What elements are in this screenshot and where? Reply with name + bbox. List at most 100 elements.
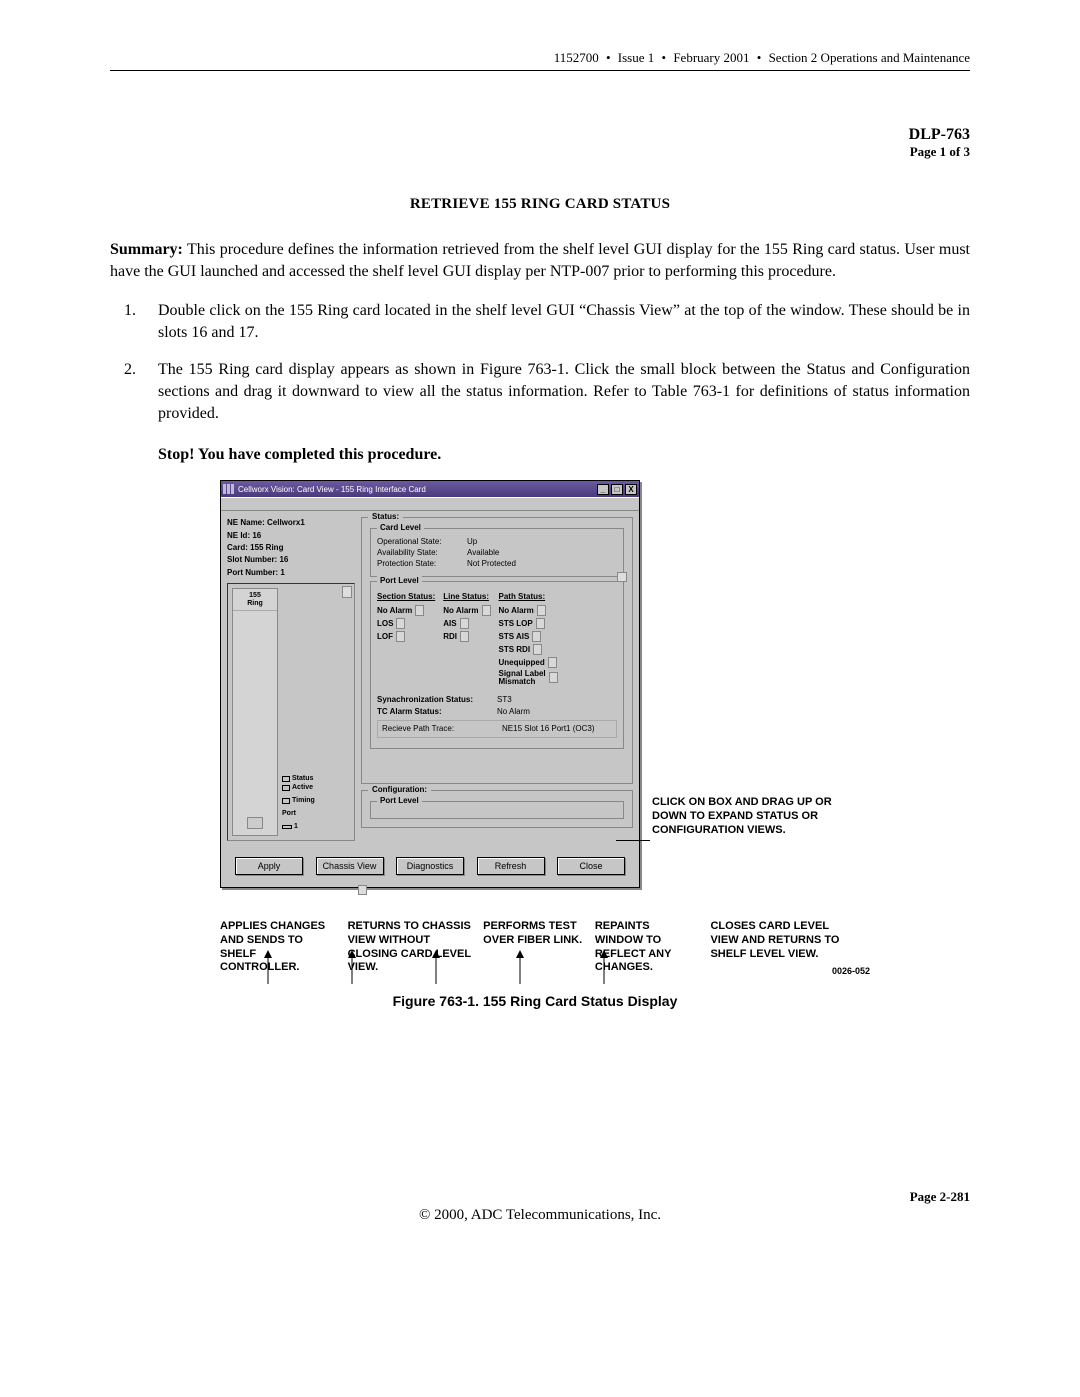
figure-id: 0026-052	[832, 966, 870, 977]
close-window-button[interactable]: X	[625, 484, 637, 495]
summary-label: Summary:	[110, 241, 183, 258]
page-title: RETRIEVE 155 RING CARD STATUS	[110, 196, 970, 213]
app-window: Cellworx Vision: Card View - 155 Ring In…	[220, 480, 640, 888]
footer-copyright: © 2000, ADC Telecommunications, Inc.	[110, 1207, 970, 1224]
window-title: Cellworx Vision: Card View - 155 Ring In…	[238, 485, 597, 494]
line-noalarm: No Alarm	[443, 606, 478, 615]
indicator-icon	[415, 605, 424, 616]
menubar[interactable]	[221, 497, 639, 511]
line-status-col: Line Status: No Alarm AIS RDI	[443, 592, 490, 687]
step-2-text: The 155 Ring card display appears as sho…	[158, 361, 970, 421]
section-status-col: Section Status: No Alarm LOS LOF	[377, 592, 435, 687]
avail-value: Available	[467, 548, 499, 559]
config-port-level: Port Level	[370, 801, 624, 819]
port-level-group: Port Level Section Status: No Alarm LOS …	[370, 581, 624, 749]
legend-port-val: 1	[294, 823, 298, 830]
sync-value: ST3	[497, 694, 512, 706]
path-status-hdr: Path Status:	[499, 592, 558, 601]
status-group: Status: Card Level Operational State:Up …	[361, 517, 633, 783]
page-of: Page 1 of 3	[110, 144, 970, 160]
procedure-steps: 1.Double click on the 155 Ring card loca…	[110, 300, 970, 424]
drag-handle-icon[interactable]	[358, 885, 367, 895]
tc-value: No Alarm	[497, 706, 530, 718]
indicator-icon	[460, 618, 469, 629]
rpt-value: NE15 Slot 16 Port1 (OC3)	[502, 723, 594, 735]
scroll-handle-icon[interactable]	[342, 586, 352, 598]
legend-timing: Timing	[292, 797, 315, 804]
path-stsrdi: STS RDI	[499, 645, 531, 654]
chassis-card-panel[interactable]: 155Ring Status Active Timing Port 1	[227, 583, 355, 841]
indicator-icon	[548, 657, 557, 668]
sync-label: Synachronization Status:	[377, 694, 497, 706]
header-date: February 2001	[673, 50, 749, 65]
indicator-icon	[396, 618, 405, 629]
indicator-icon	[549, 672, 558, 683]
path-siglabel: Signal LabelMismatch	[499, 670, 546, 687]
status-group-label: Status:	[368, 512, 403, 521]
indicator-icon	[460, 631, 469, 642]
card-level-group: Card Level Operational State:Up Availabi…	[370, 528, 624, 576]
card-slot-155-ring[interactable]: 155Ring	[232, 588, 278, 836]
legend-status: Status	[292, 775, 313, 782]
section-los: LOS	[377, 619, 393, 628]
header-section: Section 2 Operations and Maintenance	[769, 50, 970, 65]
maximize-button[interactable]: □	[611, 484, 623, 495]
card-legend: Status Active Timing Port 1	[282, 588, 315, 836]
prot-value: Not Protected	[467, 559, 516, 570]
section-noalarm: No Alarm	[377, 606, 412, 615]
header-docnum: 1152700	[554, 50, 599, 65]
ne-card: Card: 155 Ring	[227, 542, 355, 554]
legend-port: Port	[282, 810, 296, 817]
bottom-callouts: APPLIES CHANGES AND SENDS TO SHELF CONTR…	[220, 920, 860, 975]
ne-id: NE Id: 16	[227, 530, 355, 542]
indicator-icon	[482, 605, 491, 616]
dlp-code: DLP-763	[909, 126, 970, 143]
page-header: 1152700 • Issue 1 • February 2001 • Sect…	[110, 50, 970, 71]
button-bar: Apply Chassis View Diagnostics Refresh C…	[221, 847, 639, 887]
figure-caption: Figure 763-1. 155 Ring Card Status Displ…	[220, 993, 850, 1009]
path-stslop: STS LOP	[499, 619, 533, 628]
indicator-icon	[532, 631, 541, 642]
line-ais: AIS	[443, 619, 456, 628]
minimize-button[interactable]: _	[597, 484, 609, 495]
chassis-view-button[interactable]: Chassis View	[316, 857, 384, 875]
ne-info: NE Name: Cellworx1 NE Id: 16 Card: 155 R…	[227, 517, 355, 579]
step-1-text: Double click on the 155 Ring card locate…	[158, 302, 970, 341]
stop-notice: Stop! You have completed this procedure.	[110, 446, 970, 464]
path-unequipped: Unequipped	[499, 658, 545, 667]
system-menu-icon[interactable]	[223, 484, 234, 494]
summary-text: This procedure defines the information r…	[110, 241, 970, 280]
step-1: 1.Double click on the 155 Ring card loca…	[158, 300, 970, 343]
port-level-label: Port Level	[377, 576, 422, 585]
card-level-label: Card Level	[377, 523, 424, 532]
side-callout: CLICK ON BOX AND DRAG UP OR DOWN TO EXPA…	[652, 796, 852, 837]
ne-name: NE Name: Cellworx1	[227, 517, 355, 529]
legend-active: Active	[292, 784, 313, 791]
side-callout-line	[616, 840, 650, 841]
card-chip-icon	[247, 817, 263, 829]
line-status-hdr: Line Status:	[443, 592, 490, 601]
path-noalarm: No Alarm	[499, 606, 534, 615]
step-2: 2.The 155 Ring card display appears as s…	[158, 359, 970, 424]
indicator-icon	[537, 605, 546, 616]
footer-page: Page 2-281	[110, 1189, 970, 1205]
config-group: Configuration: Port Level	[361, 790, 633, 828]
window-titlebar[interactable]: Cellworx Vision: Card View - 155 Ring In…	[221, 481, 639, 497]
refresh-button[interactable]: Refresh	[477, 857, 545, 875]
path-stsais: STS AIS	[499, 632, 530, 641]
avail-label: Availability State:	[377, 548, 467, 559]
card-slot-label: 155Ring	[233, 589, 277, 611]
indicator-icon	[396, 631, 405, 642]
config-port-level-label: Port Level	[377, 796, 422, 805]
page-footer: Page 2-281 © 2000, ADC Telecommunication…	[110, 1189, 970, 1224]
callout-apply: APPLIES CHANGES AND SENDS TO SHELF CONTR…	[220, 920, 348, 975]
header-issue: Issue 1	[618, 50, 654, 65]
close-button[interactable]: Close	[557, 857, 625, 875]
apply-button[interactable]: Apply	[235, 857, 303, 875]
rpt-label: Recieve Path Trace:	[382, 723, 502, 735]
callout-diagnostics: PERFORMS TEST OVER FIBER LINK.	[483, 920, 595, 975]
diagnostics-button[interactable]: Diagnostics	[396, 857, 464, 875]
ne-port: Port Number: 1	[227, 567, 355, 579]
prot-label: Protection State:	[377, 559, 467, 570]
section-status-hdr: Section Status:	[377, 592, 435, 601]
